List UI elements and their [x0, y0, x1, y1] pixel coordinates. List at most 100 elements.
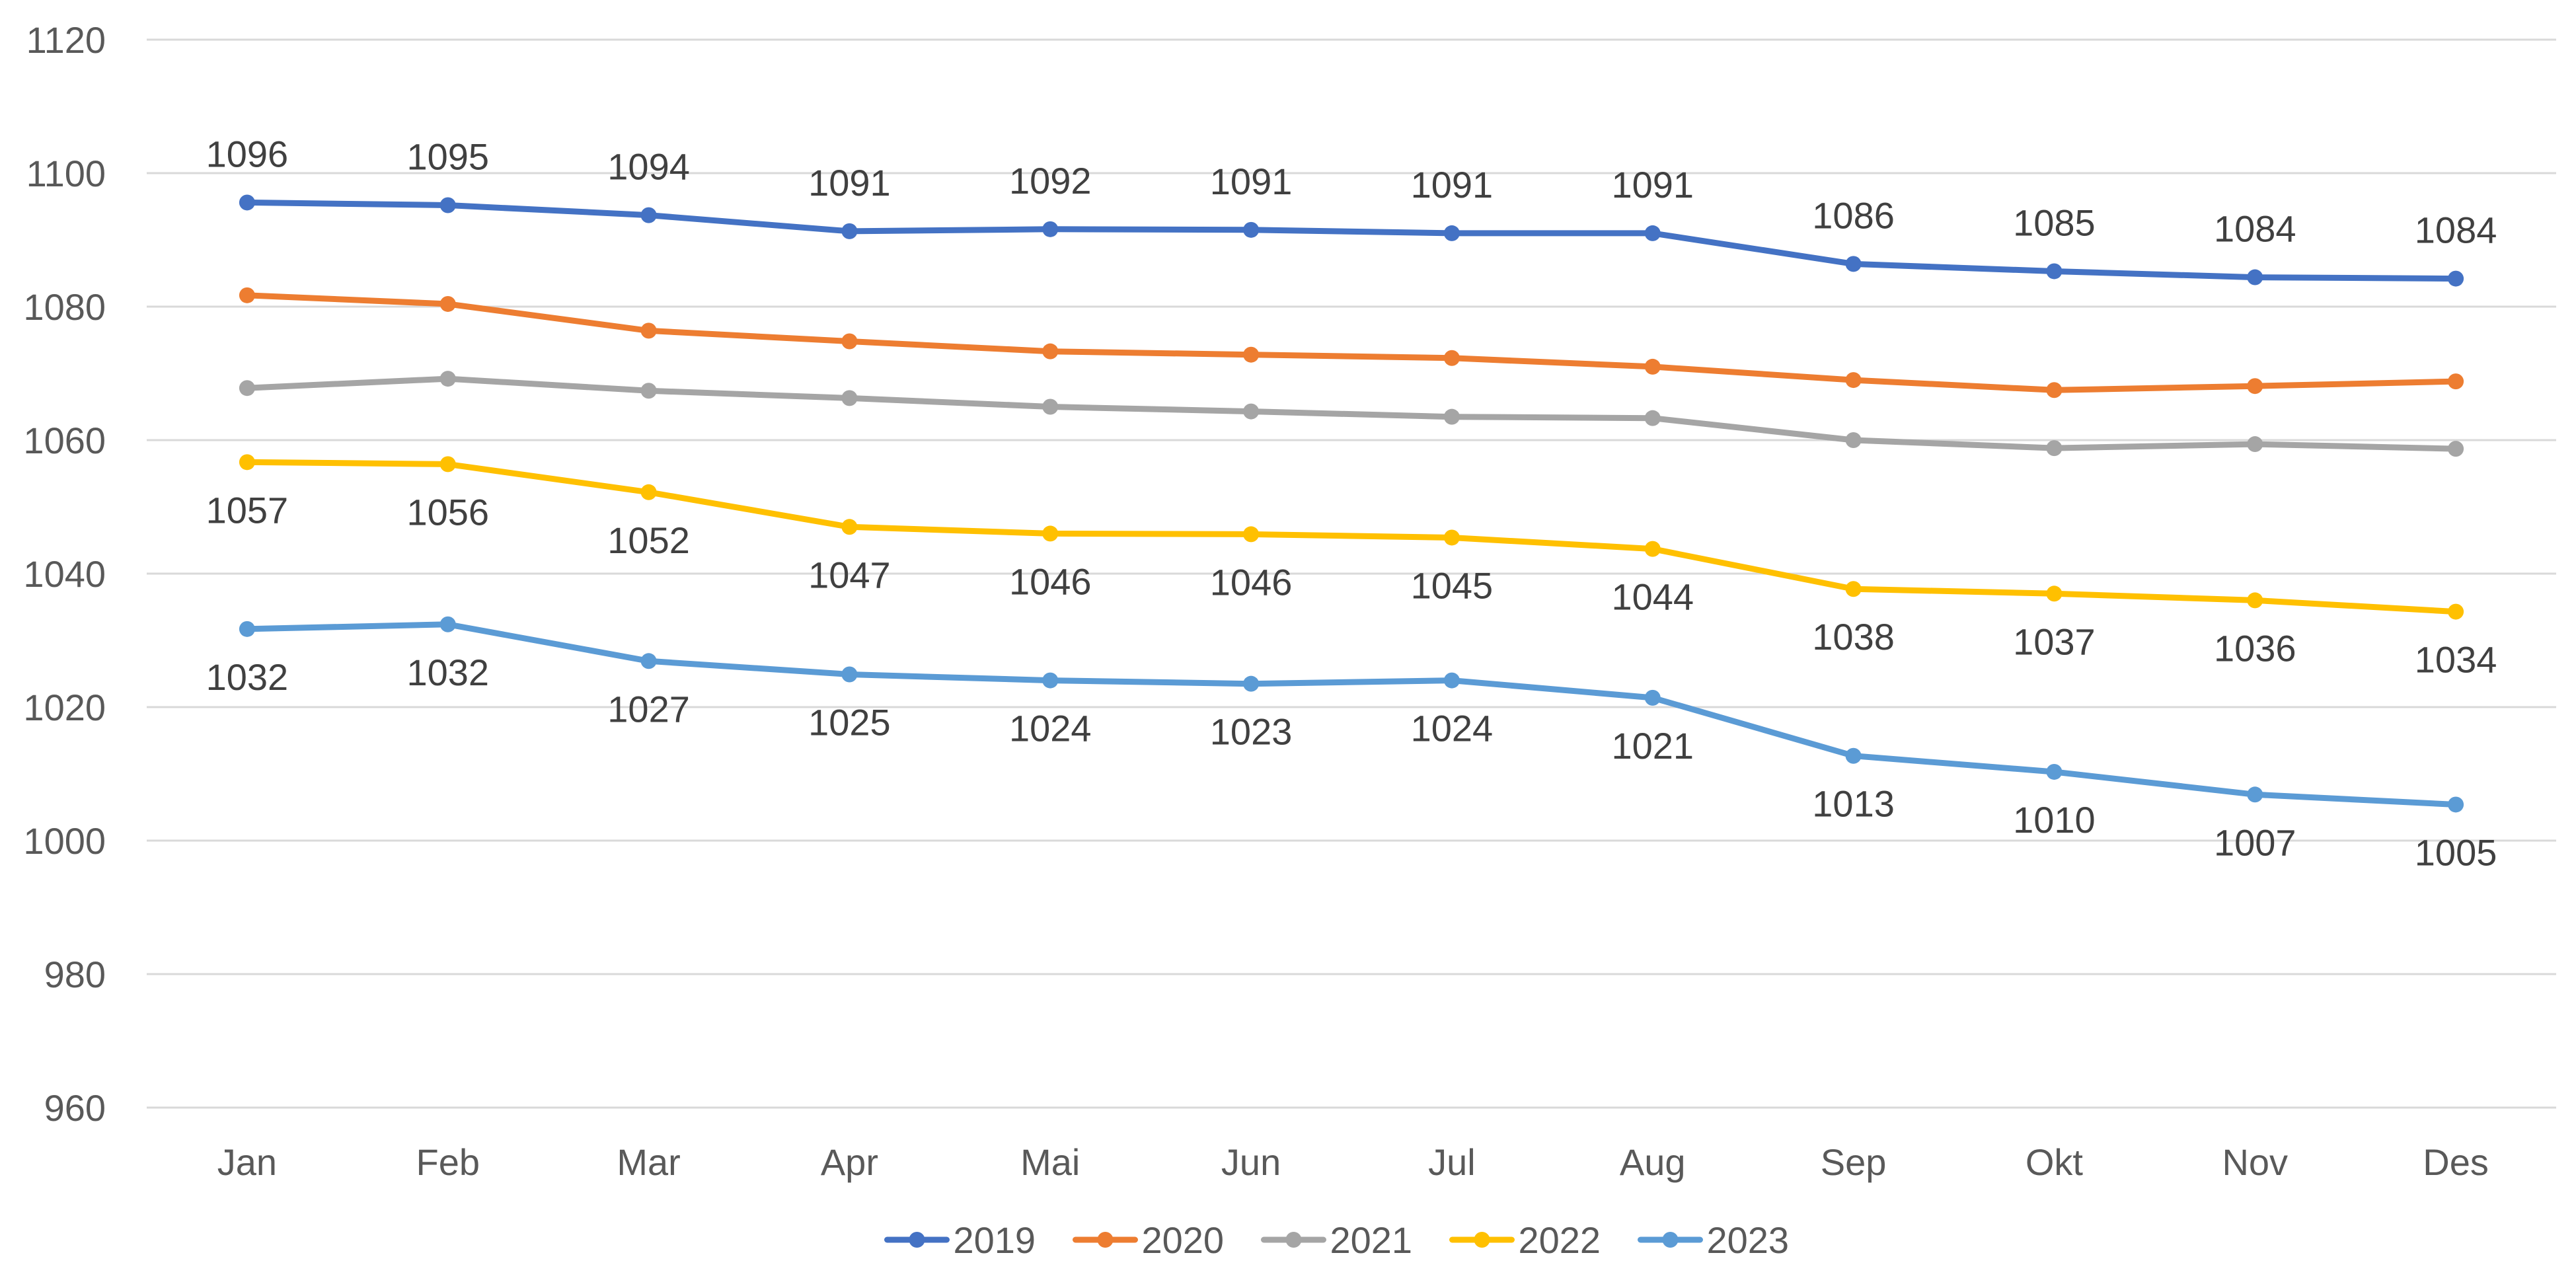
data-point-2019: [1042, 221, 1059, 237]
x-tick-label: Nov: [2222, 1141, 2288, 1183]
data-point-2020: [1042, 343, 1059, 360]
data-point-2022: [2247, 592, 2263, 609]
data-point-2023: [841, 666, 858, 683]
legend-label: 2021: [1330, 1219, 1413, 1261]
data-label-2023: 1024: [1009, 708, 1092, 749]
data-label-2022: 1046: [1009, 560, 1092, 602]
y-tick-label: 1020: [23, 687, 106, 728]
legend-marker: [909, 1232, 925, 1248]
data-point-2021: [2046, 440, 2063, 457]
x-tick-label: Mar: [617, 1141, 680, 1183]
y-tick-label: 1080: [23, 286, 106, 328]
legend-marker: [1285, 1232, 1302, 1248]
y-tick-label: 1040: [23, 553, 106, 595]
data-label-2019: 1086: [1812, 194, 1895, 236]
data-point-2022: [841, 519, 858, 535]
data-point-2019: [640, 207, 657, 223]
data-label-2023: 1013: [1812, 783, 1895, 825]
x-axis-tick-labels: Jan Feb Mar Apr Mai Jun Jul Aug Sep Okt Nov Des: [217, 1141, 2489, 1183]
x-tick-label: Jun: [1221, 1141, 1281, 1183]
series-lines: [239, 194, 2464, 813]
data-label-2023: 1032: [206, 656, 289, 698]
series-line-2021: [244, 375, 2459, 452]
y-axis-tick-labels: 960 980 1000 1020 1040 1060 1080 1100 1120: [23, 19, 106, 1129]
legend: 2019 2020 2021 2022 2023: [884, 1219, 1790, 1261]
data-label-2019: 1091: [1611, 164, 1694, 206]
data-label-2022: 1038: [1812, 616, 1895, 658]
data-point-2022: [1042, 525, 1059, 542]
data-point-2023: [1644, 689, 1661, 706]
data-label-2023: 1010: [2013, 799, 2096, 841]
data-point-2023: [2046, 763, 2063, 780]
data-label-2023: 1032: [406, 652, 489, 693]
data-point-2021: [640, 383, 657, 399]
data-point-2022: [1243, 526, 1260, 543]
data-point-2020: [640, 322, 657, 339]
data-label-2019: 1085: [2013, 202, 2096, 243]
series-line-2020: [244, 292, 2459, 393]
legend-item-2020: 2020: [1073, 1219, 1224, 1261]
data-point-2019: [2448, 270, 2464, 287]
data-label-2022: 1036: [2214, 627, 2296, 669]
legend-item-2019: 2019: [884, 1219, 1036, 1261]
data-point-2021: [1443, 408, 1460, 425]
data-point-2023: [439, 616, 456, 632]
data-label-2022: 1044: [1611, 576, 1694, 618]
data-point-2023: [239, 621, 255, 637]
y-tick-label: 1000: [23, 820, 106, 862]
x-tick-label: Des: [2423, 1141, 2489, 1183]
data-point-2021: [1644, 410, 1661, 426]
data-point-2019: [841, 223, 858, 239]
data-point-2021: [1243, 403, 1260, 420]
y-tick-label: 980: [44, 954, 106, 995]
data-label-2019: 1095: [406, 135, 489, 177]
data-point-2019: [1443, 225, 1460, 241]
data-label-2023: 1025: [808, 702, 891, 743]
data-point-2019: [439, 197, 456, 213]
series-line-2022: [244, 459, 2459, 615]
legend-item-2022: 2022: [1449, 1219, 1601, 1261]
data-label-2022: 1045: [1411, 564, 1494, 606]
data-point-2021: [841, 390, 858, 406]
data-point-2020: [439, 295, 456, 312]
y-tick-label: 960: [44, 1087, 106, 1129]
x-tick-label: Aug: [1620, 1141, 1686, 1183]
x-tick-label: Feb: [416, 1141, 480, 1183]
data-point-2023: [2247, 786, 2263, 803]
data-label-2019: 1091: [1411, 164, 1494, 206]
series-line-2019: [244, 199, 2459, 282]
data-point-2020: [2247, 378, 2263, 395]
data-label-2023: 1021: [1611, 725, 1694, 767]
data-point-2020: [1243, 346, 1260, 363]
data-label-2023: 1005: [2415, 831, 2497, 873]
data-point-2023: [2448, 796, 2464, 813]
data-label-2022: 1056: [406, 491, 489, 533]
data-point-2019: [1644, 225, 1661, 241]
data-label-2022: 1057: [206, 489, 289, 531]
data-label-2022: 1037: [2013, 621, 2096, 662]
x-tick-label: Apr: [821, 1141, 878, 1183]
data-point-2021: [239, 380, 255, 397]
data-point-2023: [1042, 672, 1059, 689]
data-point-2019: [1845, 256, 1862, 272]
data-point-2023: [1845, 747, 1862, 764]
data-point-2019: [1243, 221, 1260, 238]
series-line-2023: [244, 621, 2459, 808]
x-tick-label: Jul: [1428, 1141, 1476, 1183]
legend-marker: [1097, 1232, 1114, 1248]
data-point-2021: [1042, 398, 1059, 415]
legend-item-2023: 2023: [1638, 1219, 1790, 1261]
x-tick-label: Sep: [1821, 1141, 1887, 1183]
x-tick-label: Okt: [2026, 1141, 2084, 1183]
legend-label: 2019: [954, 1219, 1036, 1261]
legend-label: 2023: [1707, 1219, 1790, 1261]
data-label-2019: 1084: [2415, 209, 2497, 251]
data-label-2019: 1092: [1009, 160, 1092, 202]
data-point-2023: [640, 653, 657, 669]
data-label-2022: 1047: [808, 554, 891, 595]
data-label-2023: 1024: [1411, 708, 1494, 749]
data-point-2022: [1644, 541, 1661, 557]
data-label-2019: 1091: [1210, 161, 1293, 202]
x-tick-label: Mai: [1020, 1141, 1080, 1183]
